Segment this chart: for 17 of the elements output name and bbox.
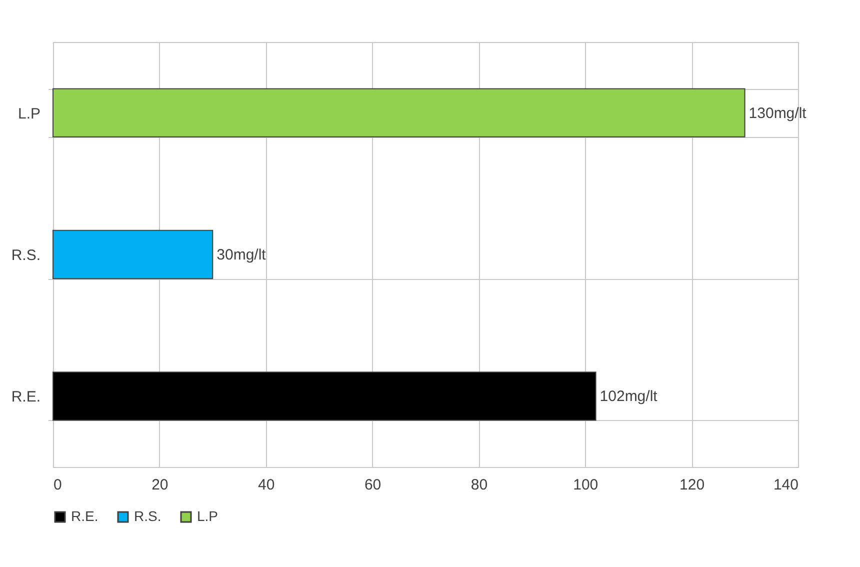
y-tick-label: R.E. xyxy=(11,388,40,406)
x-tick-label: 140 xyxy=(773,476,798,494)
x-tick-label: 60 xyxy=(364,476,382,494)
data-label: 30mg/lt xyxy=(216,246,267,264)
legend-label: R.E. xyxy=(71,508,98,524)
x-tick-label: 120 xyxy=(680,476,705,494)
x-tick-label: 80 xyxy=(470,476,488,494)
legend-label: R.S. xyxy=(134,508,162,524)
x-tick-label: 0 xyxy=(54,476,62,494)
y-tick-label: L.P xyxy=(18,105,40,122)
data-label: 130mg/lt xyxy=(748,104,808,122)
x-tick-label: 100 xyxy=(573,476,598,494)
x-tick-label: 20 xyxy=(152,476,168,494)
data-label: 102mg/lt xyxy=(600,388,658,406)
y-tick-label: R.S. xyxy=(11,247,40,264)
legend-label: L.P xyxy=(197,508,218,524)
x-tick-label: 40 xyxy=(258,476,275,494)
